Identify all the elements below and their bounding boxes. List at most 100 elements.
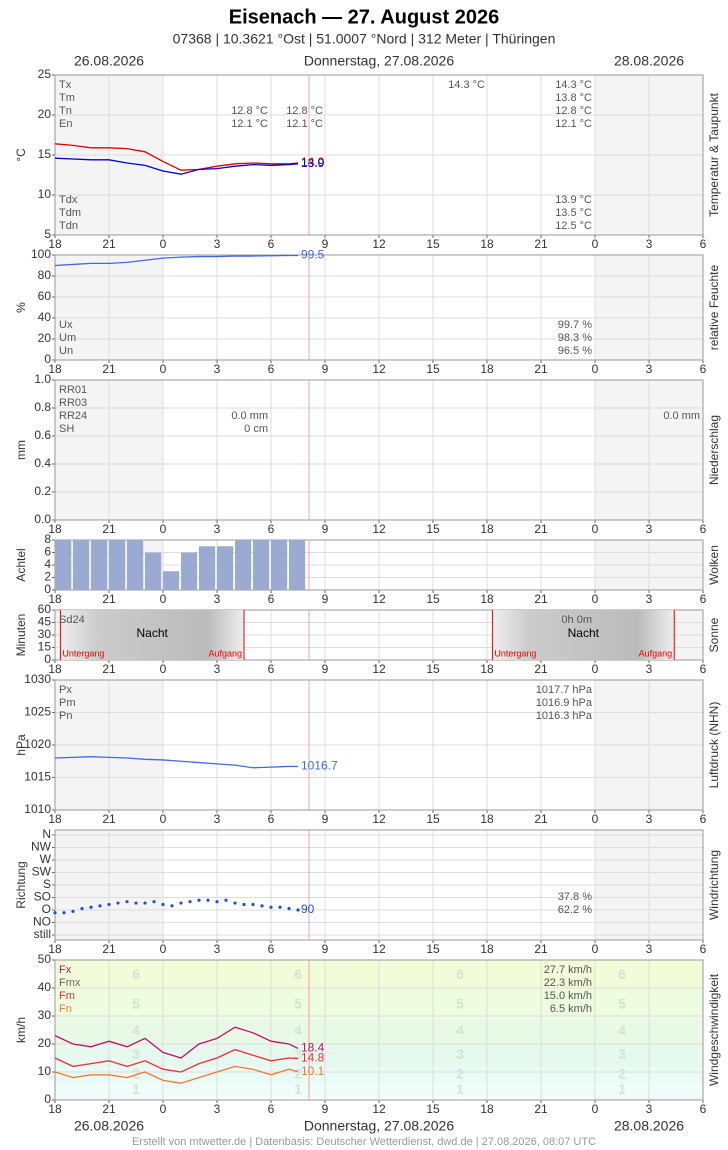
stat-text: 12.8 °C bbox=[231, 105, 268, 117]
x-tick-label: 3 bbox=[646, 1102, 653, 1116]
x-tick-label: 12 bbox=[372, 362, 386, 376]
stat-text: Pn bbox=[59, 710, 72, 722]
x-tick-label: 15 bbox=[426, 522, 440, 536]
x-tick-label: 6 bbox=[268, 662, 275, 676]
panel-frame bbox=[54, 74, 704, 236]
x-tick-label: 12 bbox=[372, 237, 386, 251]
stat-text: 99.7 % bbox=[558, 319, 592, 331]
stat-text: RR01 bbox=[59, 384, 87, 396]
x-tick-label: 6 bbox=[700, 662, 707, 676]
point bbox=[197, 898, 201, 902]
y-tick-label: SO bbox=[34, 890, 51, 904]
beaufort-level: 3 bbox=[456, 1046, 464, 1062]
x-tick-label: 0 bbox=[160, 592, 167, 606]
y-tick-label: 6 bbox=[44, 545, 51, 559]
point bbox=[125, 900, 129, 904]
x-tick-label: 18 bbox=[480, 942, 494, 956]
stat-text: 0 cm bbox=[244, 423, 268, 435]
x-tick-label: 21 bbox=[534, 237, 548, 251]
date-left: 26.08.2026 bbox=[74, 1118, 144, 1134]
point bbox=[53, 911, 57, 915]
x-tick-label: 3 bbox=[214, 812, 221, 826]
x-tick-label: 21 bbox=[102, 592, 116, 606]
stat-text: 96.5 % bbox=[558, 345, 592, 357]
point bbox=[71, 909, 75, 913]
subtitle: 07368 | 10.3621 °Ost | 51.0007 °Nord | 3… bbox=[173, 31, 556, 47]
x-tick-label: 0 bbox=[160, 237, 167, 251]
y-axis-label: mm bbox=[14, 440, 28, 460]
x-tick-label: 21 bbox=[102, 237, 116, 251]
y-tick-label: 40 bbox=[38, 980, 52, 994]
y-axis-label: km/h bbox=[14, 1017, 28, 1043]
y-tick-label: NW bbox=[31, 840, 52, 854]
x-tick-label: 21 bbox=[534, 812, 548, 826]
x-tick-label: 21 bbox=[102, 812, 116, 826]
x-tick-label: 3 bbox=[214, 237, 221, 251]
point bbox=[107, 902, 111, 907]
beaufort-level: 4 bbox=[294, 1022, 302, 1038]
stat-text: 6.5 km/h bbox=[550, 1003, 592, 1015]
panel-frame bbox=[54, 609, 704, 661]
x-tick-label: 15 bbox=[426, 812, 440, 826]
bar bbox=[271, 540, 288, 590]
y-tick-label: NO bbox=[33, 915, 51, 929]
point bbox=[143, 901, 147, 905]
x-tick-label: 6 bbox=[268, 1102, 275, 1116]
y-tick-label: 80 bbox=[38, 268, 52, 282]
bar bbox=[91, 540, 108, 590]
beaufort-level: 6 bbox=[618, 966, 626, 982]
x-tick-label: 6 bbox=[700, 942, 707, 956]
stat-text: 62.2 % bbox=[558, 904, 592, 916]
stat-text: 13.5 °C bbox=[555, 207, 592, 219]
bar bbox=[127, 540, 144, 590]
x-tick-label: 21 bbox=[102, 1102, 116, 1116]
point bbox=[89, 905, 93, 909]
stat-text: 12.5 °C bbox=[555, 220, 592, 232]
x-tick-label: 3 bbox=[214, 662, 221, 676]
x-tick-label: 21 bbox=[534, 362, 548, 376]
x-tick-label: 6 bbox=[700, 362, 707, 376]
end-label: 1016.7 bbox=[301, 759, 338, 773]
x-tick-label: 0 bbox=[160, 662, 167, 676]
stat-text: 27.7 km/h bbox=[544, 964, 592, 976]
side-label: Sonne bbox=[707, 617, 721, 652]
y-tick-label: 8 bbox=[44, 532, 51, 546]
beaufort-level: 4 bbox=[618, 1022, 626, 1038]
sunrise-label: Aufgang bbox=[208, 648, 242, 658]
stat-text: Fmx bbox=[59, 977, 81, 989]
panel-frame bbox=[54, 254, 704, 361]
y-tick-label: 0.8 bbox=[34, 400, 51, 414]
stat-text: Fm bbox=[59, 990, 75, 1002]
point bbox=[296, 908, 300, 912]
point bbox=[215, 900, 219, 904]
stat-text: Ux bbox=[59, 319, 73, 331]
point bbox=[260, 904, 264, 908]
x-tick-label: 0 bbox=[592, 812, 599, 826]
beaufort-level: 2 bbox=[294, 1066, 302, 1082]
stat-text: 0.0 mm bbox=[231, 410, 268, 422]
y-tick-label: 1020 bbox=[24, 737, 51, 751]
x-tick-label: 9 bbox=[322, 522, 329, 536]
side-label: Temperatur & Taupunkt bbox=[707, 92, 721, 217]
x-tick-label: 3 bbox=[646, 522, 653, 536]
y-tick-label: 1025 bbox=[24, 705, 51, 719]
x-tick-label: 21 bbox=[534, 662, 548, 676]
y-tick-label: S bbox=[43, 877, 51, 891]
beaufort-level: 5 bbox=[456, 996, 464, 1012]
x-tick-label: 6 bbox=[700, 522, 707, 536]
x-tick-label: 18 bbox=[480, 592, 494, 606]
point bbox=[170, 904, 174, 908]
night-label: Nacht bbox=[137, 626, 169, 640]
y-tick-label: 0 bbox=[44, 652, 51, 666]
point bbox=[287, 907, 291, 911]
sunset-label: Untergang bbox=[494, 648, 536, 658]
beaufort-level: 6 bbox=[456, 966, 464, 982]
point bbox=[161, 902, 165, 907]
x-tick-label: 9 bbox=[322, 1102, 329, 1116]
beaufort-level: 5 bbox=[618, 996, 626, 1012]
x-tick-label: 18 bbox=[48, 812, 62, 826]
date-right: 28.08.2026 bbox=[614, 53, 684, 69]
y-axis-label: hPa bbox=[14, 734, 28, 756]
x-tick-label: 15 bbox=[426, 362, 440, 376]
